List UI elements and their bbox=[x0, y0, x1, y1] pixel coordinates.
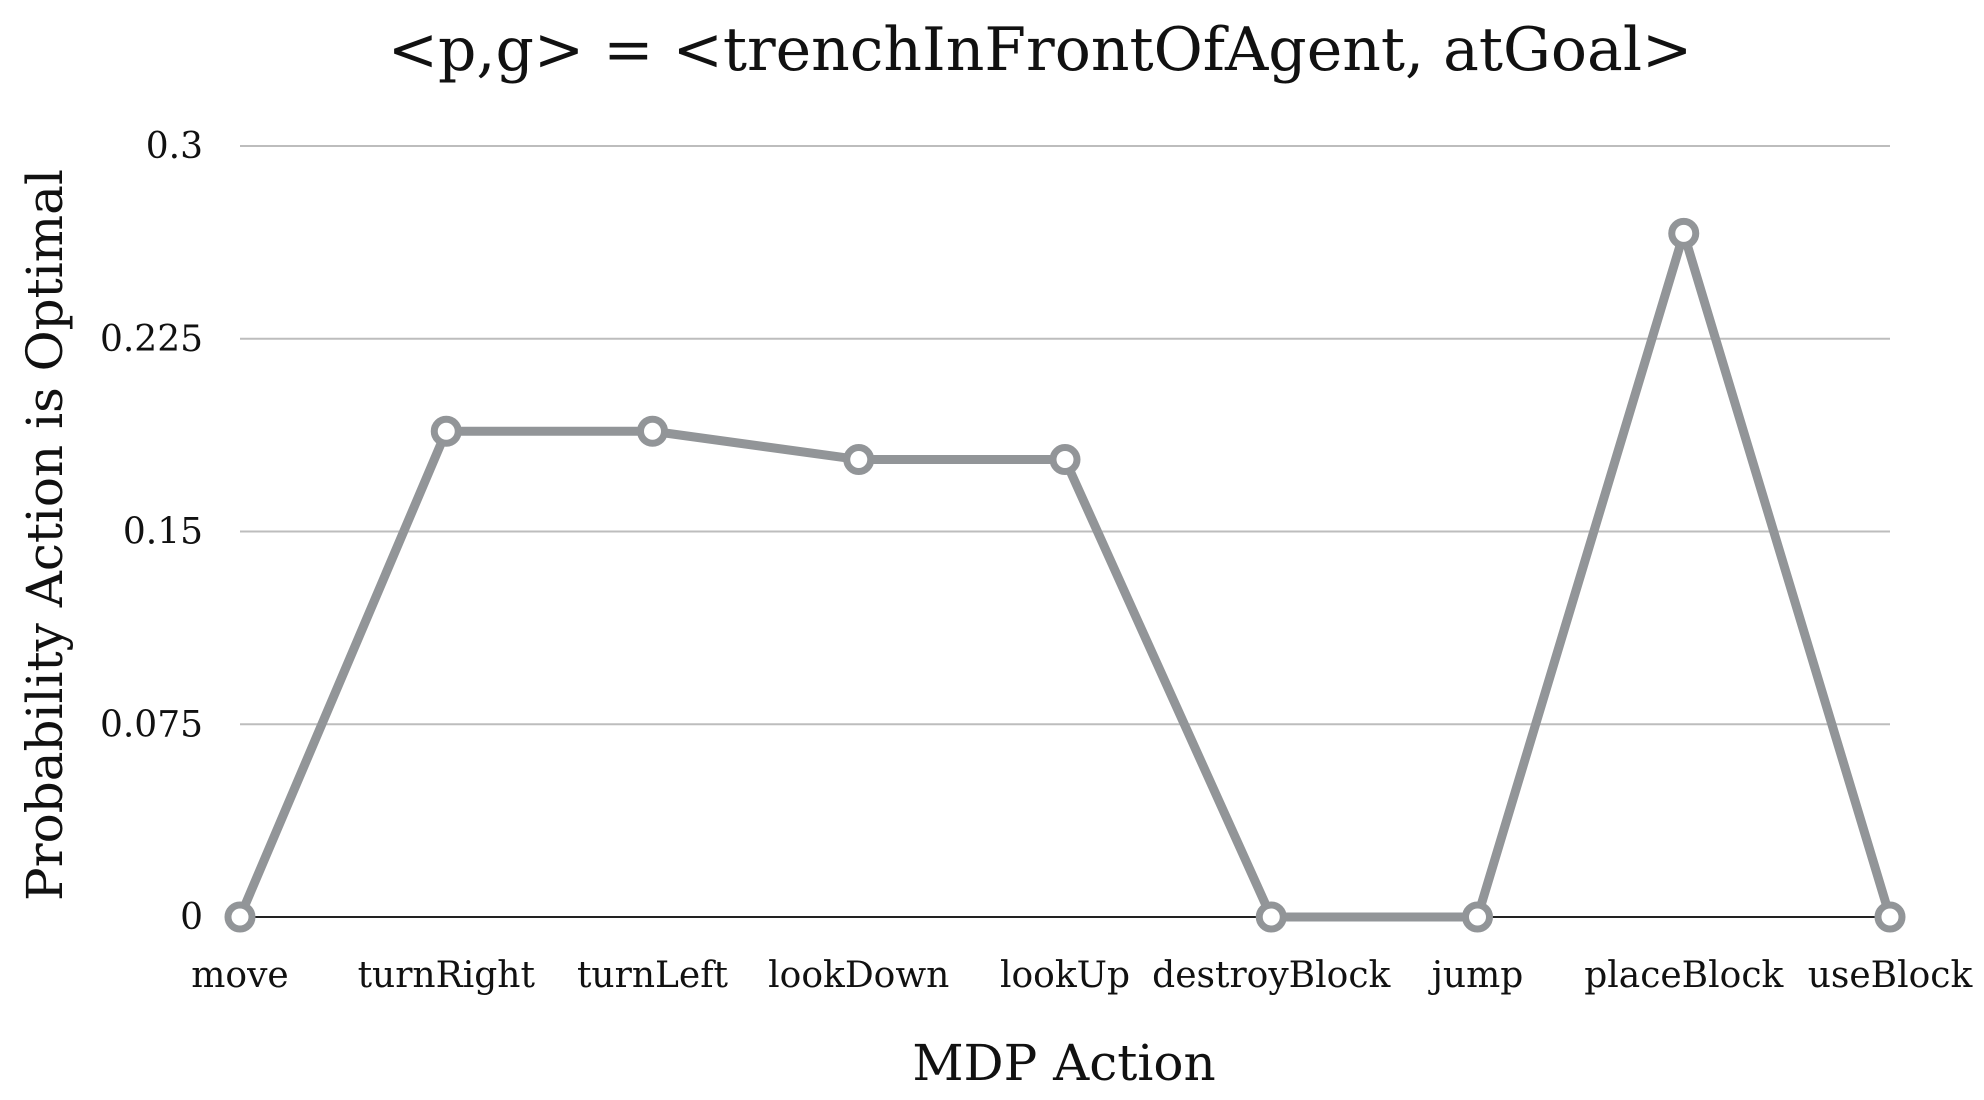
x-tick-label: jump bbox=[1428, 955, 1524, 996]
data-point-destroyBlock bbox=[1255, 901, 1287, 933]
x-tick-label: turnLeft bbox=[577, 955, 729, 996]
data-point-move bbox=[224, 901, 256, 933]
y-tick-label: 0 bbox=[180, 897, 203, 938]
x-tick-label: useBlock bbox=[1808, 955, 1974, 996]
x-tick-label: turnRight bbox=[358, 955, 536, 996]
data-point-useBlock bbox=[1874, 901, 1906, 933]
data-point-lookUp bbox=[1049, 444, 1081, 476]
x-tick-label: move bbox=[191, 955, 288, 996]
series bbox=[224, 217, 1906, 933]
series-line bbox=[235, 228, 1895, 922]
data-point-placeBlock bbox=[1668, 217, 1700, 249]
data-point-turnRight bbox=[430, 415, 462, 447]
data-point-jump bbox=[1462, 901, 1493, 933]
x-axis-ticks: move turnRight turnLeft lookDown lookUp destr… bbox=[191, 955, 1973, 996]
x-tick-label: destroyBlock bbox=[1152, 955, 1391, 996]
y-axis-label: Probability Action is Optimal bbox=[16, 169, 74, 901]
y-tick-label: 0.3 bbox=[146, 126, 203, 167]
y-tick-label: 0.225 bbox=[100, 319, 203, 360]
x-tick-label: lookUp bbox=[1000, 955, 1130, 996]
x-tick-label: lookDown bbox=[768, 955, 949, 996]
gridlines bbox=[240, 145, 1890, 918]
y-tick-label: 0.15 bbox=[123, 512, 203, 553]
x-axis-label: MDP Action bbox=[912, 1034, 1215, 1092]
chart-title: <p,g> = <trenchInFrontOfAgent, atGoal> bbox=[388, 15, 1693, 85]
y-axis-ticks: 0 0.075 0.15 0.225 0.3 bbox=[100, 126, 203, 938]
data-point-turnLeft bbox=[637, 415, 668, 447]
y-tick-label: 0.075 bbox=[100, 704, 203, 745]
data-point-lookDown bbox=[843, 444, 875, 476]
x-tick-label: placeBlock bbox=[1584, 955, 1784, 996]
